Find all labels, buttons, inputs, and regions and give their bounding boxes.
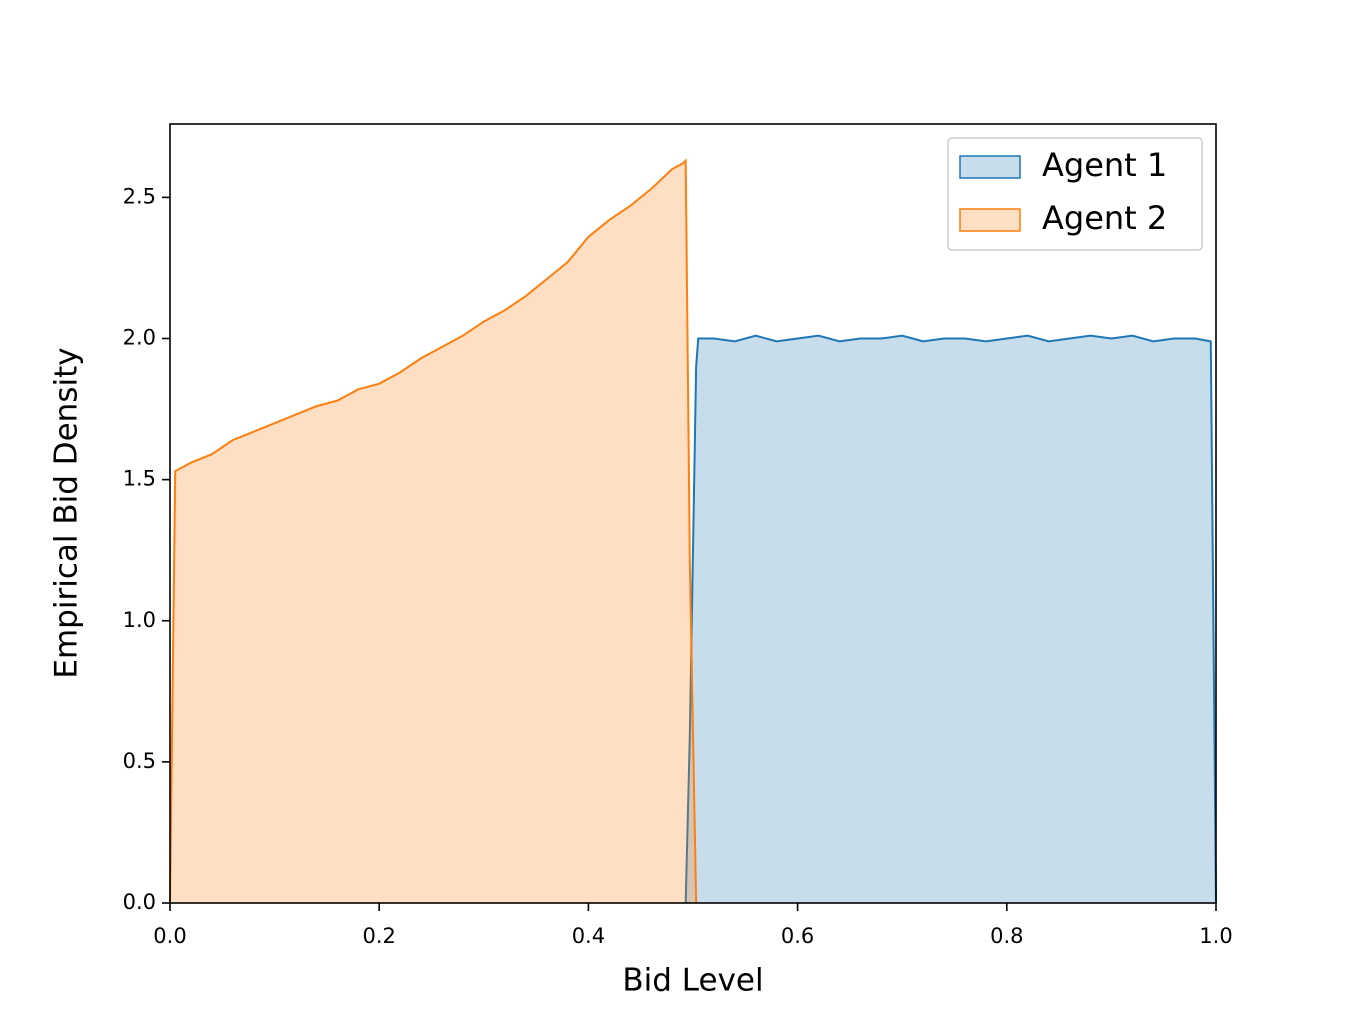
- y-axis-label: Empirical Bid Density: [49, 347, 85, 678]
- y-tick-label: 1.5: [123, 467, 156, 491]
- x-tick-label: 0.8: [990, 924, 1023, 948]
- legend-box: [947, 137, 1203, 251]
- x-axis-label: Bid Level: [622, 963, 763, 999]
- area-fill: [685, 335, 1216, 903]
- y-tick-label: 2.0: [123, 326, 156, 350]
- area-fill: [170, 160, 697, 904]
- x-tick-label: 0.4: [572, 924, 605, 948]
- legend-swatch: [959, 155, 1021, 179]
- legend-label: Agent 1: [1042, 146, 1167, 184]
- area-line: [684, 334, 1217, 904]
- y-tick-label: 0.5: [123, 749, 156, 773]
- area-line: [169, 158, 698, 904]
- plot-frame: [169, 123, 1217, 904]
- y-tick-label: 2.5: [123, 184, 156, 208]
- x-tick-label: 0.2: [362, 924, 395, 948]
- legend-label: Agent 2: [1042, 199, 1167, 237]
- y-tick-label: 0.0: [123, 890, 156, 914]
- legend-swatch: [959, 208, 1021, 232]
- x-tick-label: 0.0: [153, 924, 186, 948]
- x-tick-label: 1.0: [1199, 924, 1232, 948]
- y-tick-label: 1.0: [123, 608, 156, 632]
- x-tick-label: 0.6: [781, 924, 814, 948]
